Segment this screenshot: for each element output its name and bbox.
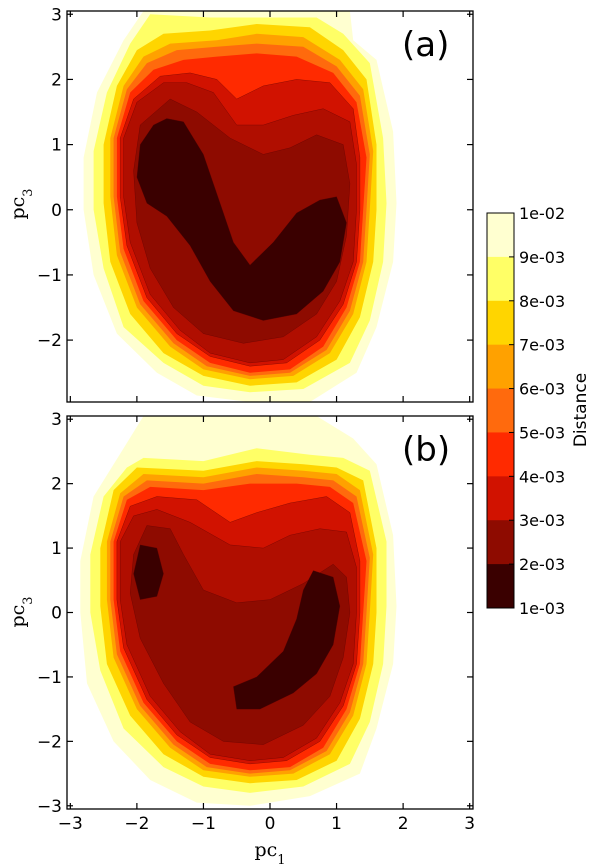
panel-b-ytick-label: 3	[51, 410, 62, 430]
colorbar-ticks: 1e-02 9e-03 8e-03 7e-03 6e-03 5e-03 4e-03 3e-03…	[509, 204, 565, 618]
colorbar-band-0.008	[487, 256, 514, 302]
panel-b-contour-0.001-9	[233, 570, 341, 710]
colorbar-band-0.001	[487, 564, 514, 609]
panel-b-contour-0.001-10	[133, 544, 164, 600]
colorbar: 1e-02 9e-03 8e-03 7e-03 6e-03 5e-03 4e-03 3e-03…	[486, 204, 589, 618]
panel-b-ylabel-main: pc	[7, 605, 29, 628]
colorbar-frame	[486, 212, 515, 609]
panel-b-xtick-label: −3	[58, 814, 83, 834]
panel-a-ylabel: pc3	[7, 188, 36, 219]
svg-text:pc3: pc3	[7, 188, 36, 219]
colorbar-tick-label: 9e-03	[519, 248, 565, 267]
panel-b-xtick-label: 0	[265, 814, 276, 834]
panel-a-ylabel-main: pc	[7, 197, 29, 220]
colorbar-tick-label: 8e-03	[519, 292, 565, 311]
panel-b-xlabel-sub: 1	[277, 853, 285, 868]
colorbar-tick-label: 6e-03	[519, 380, 565, 399]
panel-a-ylabel-sub: 3	[21, 188, 36, 196]
panel-a-ytick-label: −1	[37, 266, 62, 286]
panel-a-frame	[66, 10, 474, 403]
panel-b-ylabel: pc3	[7, 596, 36, 627]
panel-b-ytick-label: 0	[51, 604, 62, 624]
colorbar-tick-label: 1e-02	[519, 204, 565, 223]
colorbar-band-0.007	[487, 300, 514, 346]
panel-b-ytick-label: 2	[51, 475, 62, 495]
colorbar-title: Distance	[571, 373, 589, 447]
panel-b-contours	[80, 416, 397, 806]
panel-b-frame	[66, 415, 474, 810]
panel-a-ytick-label: 2	[51, 70, 62, 90]
panel-b-ylabel-sub: 3	[21, 596, 36, 604]
panel-a-contour-0.001-9	[136, 118, 347, 321]
panel-b-xtick-label: −1	[191, 814, 216, 834]
panel-b-xlabel-main: pc	[254, 839, 277, 861]
panel-a-ytick-label: 3	[51, 5, 62, 25]
panel-b-ytick-label: −1	[37, 668, 62, 688]
panel-a-ytick-label: −2	[37, 331, 62, 351]
panel-b-xtick-label: −2	[124, 814, 149, 834]
panel-b-xlabel: pc1	[254, 839, 285, 868]
panel-b-ytick-label: −2	[37, 732, 62, 752]
colorbar-tick-label: 1e-03	[519, 599, 565, 618]
colorbar-tick-label: 4e-03	[519, 467, 565, 486]
colorbar-band-0.004	[487, 432, 514, 477]
panel-a-ytick-label: 1	[51, 136, 62, 156]
colorbar-band-0.003	[487, 476, 514, 521]
colorbar-tick-label: 5e-03	[519, 423, 565, 442]
panel-a-label: (a)	[402, 25, 449, 65]
colorbar-band-0.009	[487, 213, 514, 258]
colorbar-band-0.006	[487, 344, 514, 390]
panel-b-label: (b)	[402, 430, 450, 470]
panel-a-contours	[83, 11, 397, 402]
panel-b-ytick-label: 1	[51, 539, 62, 559]
panel-b-xtick-label: 1	[331, 814, 342, 834]
colorbar-bands	[487, 213, 514, 609]
colorbar-band-0.005	[487, 388, 514, 433]
colorbar-band-0.002	[487, 520, 514, 565]
panel-a-ticks: −2 −1 0 1 2 3	[37, 5, 473, 402]
panel-a-ytick-label: 0	[51, 201, 62, 221]
colorbar-tick-label: 3e-03	[519, 511, 565, 530]
panel-b-ytick-label: −3	[37, 797, 62, 817]
colorbar-tick-label: 2e-03	[519, 555, 565, 574]
panel-b-ticks: −3 −2 −1 0 1 2 3 −3 −2 −1 0 1 2 3	[37, 410, 475, 834]
panel-b-xtick-label: 3	[464, 814, 475, 834]
svg-text:pc3: pc3	[7, 596, 36, 627]
panel-b-xtick-label: 2	[398, 814, 409, 834]
colorbar-tick-label: 7e-03	[519, 336, 565, 355]
